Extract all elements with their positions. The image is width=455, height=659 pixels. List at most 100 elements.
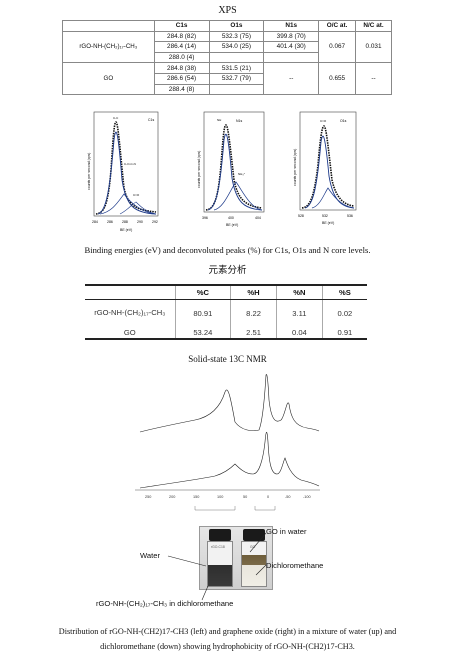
elemental-title: 元素分析 [208,266,247,276]
n1s-annotation: NH [217,118,221,122]
elemental-header-s: %S [321,284,367,300]
vial-right: GO [240,529,268,587]
c1s-tick: 288 [122,220,128,224]
elemental-table: %C %H %N %S rGO-NH-(CH₂)₁₇-CH₃ 80.91 8.2… [85,284,367,340]
n1s-spectrum: N1s NH NH₃⁺ 396 400 404 BE (eV) counts p… [197,111,265,227]
vials-photo: rGO-C18 GO [199,526,273,590]
elemental-header-h: %H [230,284,277,300]
xps-cell: 0.031 [355,30,392,64]
c1s-spectrum: C1s C-C C-O-C-N C=O 284 286 288 290 292 … [87,111,159,232]
xps-cell: 284.8 (38) [153,62,210,74]
o1s-tick: 536 [347,214,353,218]
vial-body: GO [241,541,267,587]
nmr-tick: 250 [145,495,151,499]
n1s-xlabel: BE (eV) [226,223,238,227]
xps-cell: 532.7 (79) [208,72,265,85]
n1s-tick: 400 [228,216,234,220]
xps-sample-go: GO [62,62,155,96]
xps-cell: 399.8 (70) [263,30,320,43]
label-go-in-water: GO in water [266,527,307,536]
n1s-label: N1s [236,119,242,123]
xps-cell: -- [263,62,320,96]
table-row: GO 53.24 2.51 0.04 0.91 [85,327,367,340]
c1s-tick: 286 [107,220,113,224]
c1s-tick: 290 [137,220,143,224]
vial-right-label: GO [250,545,256,549]
n1s-annotation: NH₃⁺ [238,172,246,176]
elemental-cell: 53.24 [174,327,231,340]
o1s-tick: 532 [322,214,328,218]
xps-cell: 284.8 (82) [153,30,210,43]
xps-cell: 286.6 (54) [153,72,210,85]
xps-table: C1s O1s N1s O/C at. N/C at. rGO-NH-(CH₂)… [62,20,392,96]
o1s-spectrum: O1s C=O 528 532 536 BE (eV) counts per s… [293,111,357,225]
xps-cell: 531.5 (21) [208,62,265,74]
xps-title: XPS [218,5,237,16]
c1s-annotation: C-C [113,116,119,120]
photo-caption-line1: Distribution of rGO-NH-(CH2)17-CH3 (left… [58,627,397,636]
c1s-xlabel: BE (eV) [120,228,132,232]
photo-caption-line2: dichloromethane (down) showing hydrophob… [100,642,355,651]
elemental-cell: 8.22 [230,299,277,327]
label-rgo-in-dcm: rGO-NH-(CH₂)₁₇-CH₃ in dichloromethane [96,599,234,608]
n1s-tick: 396 [202,216,208,220]
xps-header-oc: O/C at. [318,20,357,32]
c1s-tick: 292 [152,220,158,224]
xps-header-c1s: C1s [153,20,210,32]
c1s-tick: 284 [92,220,98,224]
c1s-ylabel: counts per second (cps) [87,153,91,190]
table-row: rGO-NH-(CH₂)₁₇-CH₃ 284.8 (82) 532.3 (75)… [62,30,392,64]
elemental-cell: 0.04 [275,327,323,340]
nmr-tick: 100 [217,495,223,499]
elemental-sample-rgo: rGO-NH-(CH₂)₁₇-CH₃ [94,308,166,318]
xps-cell: 534.0 (25) [208,41,265,53]
vial-left-label: rGO-C18 [211,545,225,549]
o1s-label: O1s [340,119,347,123]
table-row: 288.4 (8) [63,83,392,96]
label-dichloromethane: Dichloromethane [266,561,324,570]
nmr-tick: -100 [303,495,311,499]
vial-left: rGO-C18 [206,529,234,587]
vial-cap [243,529,265,541]
xps-header-o1s: O1s [208,20,265,32]
o1s-ylabel: counts per second (cps) [293,149,297,186]
xps-caption: Binding energies (eV) and deconvoluted p… [84,245,371,255]
elemental-header-c: %C [174,284,231,300]
xps-cell: 0.655 [318,62,357,96]
xps-cell: -- [355,62,392,96]
nmr-tick: 0 [267,495,269,499]
nmr-tick: 150 [193,495,199,499]
xps-header-n1s: N1s [263,20,320,32]
nmr-trace-lower [139,431,320,489]
nmr-tick: -50 [285,495,291,499]
xps-sample-rgo: rGO-NH-(CH₂)₁₇-CH₃ [62,30,155,64]
xps-cell-empty [208,83,265,96]
o1s-annotation: C=O [320,119,327,123]
elemental-cell: 3.11 [275,299,323,327]
xps-cell: 532.3 (75) [208,30,265,43]
label-water: Water [140,551,160,560]
o1s-xlabel: BE (eV) [322,221,334,225]
xps-header-sample [62,20,155,32]
xps-cell: 288.4 (8) [153,83,210,96]
xps-cell: 0.067 [318,30,357,64]
elemental-sample-go: GO [85,327,175,340]
n1s-tick: 404 [255,216,261,220]
elemental-header-row: %C %H %N %S [85,284,367,300]
nmr-trace-upper [139,374,320,433]
o1s-tick: 528 [298,214,304,218]
table-row: 286.4 (14) 534.0 (25) 401.4 (30) [63,41,392,53]
elemental-cell: 0.02 [321,299,367,327]
xps-header-row: C1s O1s N1s O/C at. N/C at. [62,20,392,32]
xps-cell: 288.0 (4) [153,51,210,64]
vial-cap [209,529,231,541]
xps-spectra: C1s C-C C-O-C-N C=O 284 286 288 290 292 … [87,111,357,232]
elemental-header-n: %N [275,284,323,300]
c1s-annotation: C-O-C-N [124,162,136,166]
xps-header-nc: N/C at. [355,20,392,32]
n1s-ylabel: counts per second (cps) [197,151,201,188]
nmr-integration-marks [194,506,276,511]
c1s-annotation: C=O [133,193,140,197]
elemental-cell: 0.91 [321,327,367,340]
vial-body: rGO-C18 [207,541,233,587]
